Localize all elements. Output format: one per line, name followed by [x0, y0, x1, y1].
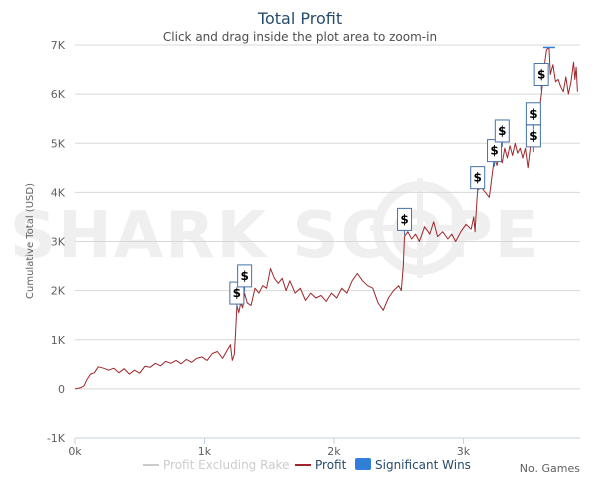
series-line-profit — [74, 47, 578, 390]
chart-title: Total Profit — [257, 9, 342, 28]
legend[interactable]: Profit Excluding Rake Profit Significant… — [143, 458, 471, 472]
y-tick-label: 5K — [51, 137, 66, 150]
y-tick-label: 0 — [58, 383, 65, 396]
legend-label-profit: Profit — [315, 458, 347, 472]
watermark: SHARK SCOPE — [10, 178, 538, 278]
significant-win-flag[interactable]: $ — [397, 207, 413, 236]
legend-item-profit-excluding-rake[interactable]: Profit Excluding Rake — [143, 458, 289, 472]
x-tick-label: 3k — [457, 445, 471, 458]
gridlines — [75, 44, 580, 439]
y-tick-label: 6K — [51, 88, 66, 101]
y-tick-label: 3K — [51, 236, 66, 249]
flag-label: $ — [233, 286, 241, 300]
y-tick-label: 2K — [51, 285, 66, 298]
y-tick-label: -1K — [47, 432, 66, 445]
legend-label-significant-wins: Significant Wins — [375, 458, 471, 472]
crosshair-logo — [370, 178, 470, 278]
flag-label: $ — [537, 67, 545, 81]
series-layer — [74, 47, 578, 390]
x-axis-ticks: 0k 1k 2k 3k — [68, 437, 580, 458]
x-tick-label: 1k — [198, 445, 212, 458]
flag-label: $ — [240, 269, 248, 283]
flag-label: $ — [400, 212, 408, 226]
y-tick-label: 4K — [51, 186, 66, 199]
significant-win-flag[interactable]: $ — [470, 166, 486, 194]
flag-label: $ — [529, 129, 537, 143]
significant-win-flag[interactable]: $ — [533, 62, 549, 91]
significant-win-flag[interactable]: $ — [487, 139, 503, 167]
flag-label: $ — [498, 124, 506, 138]
y-axis-label: Cumulative Total (USD) — [25, 183, 36, 299]
x-tick-label: 0k — [68, 445, 82, 458]
y-axis-ticks: -1K 0 1K 2K 3K 4K 5K 6K 7K — [47, 39, 66, 445]
significant-win-flag[interactable]: $ — [237, 264, 253, 292]
significant-win-flag[interactable]: $ — [525, 102, 541, 130]
legend-label-profit-excluding-rake: Profit Excluding Rake — [163, 458, 289, 472]
significant-win-flag[interactable]: $ — [525, 124, 541, 152]
flag-label: $ — [490, 144, 498, 158]
x-axis-label: No. Games — [520, 462, 581, 475]
chart-subtitle: Click and drag inside the plot area to z… — [163, 30, 437, 44]
legend-item-profit[interactable]: Profit — [295, 458, 347, 472]
y-tick-label: 1K — [51, 334, 66, 347]
flag-label: $ — [529, 107, 537, 121]
significant-wins-layer[interactable]: $$$$$$ $$$ — [229, 46, 555, 310]
legend-item-significant-wins[interactable]: Significant Wins — [355, 458, 471, 472]
flag-label: $ — [474, 171, 482, 185]
significant-win-flag[interactable]: $ — [494, 119, 510, 147]
x-tick-label: 2k — [327, 445, 341, 458]
significant-win-flag[interactable]: $ — [229, 281, 245, 310]
y-tick-label: 7K — [51, 39, 66, 52]
